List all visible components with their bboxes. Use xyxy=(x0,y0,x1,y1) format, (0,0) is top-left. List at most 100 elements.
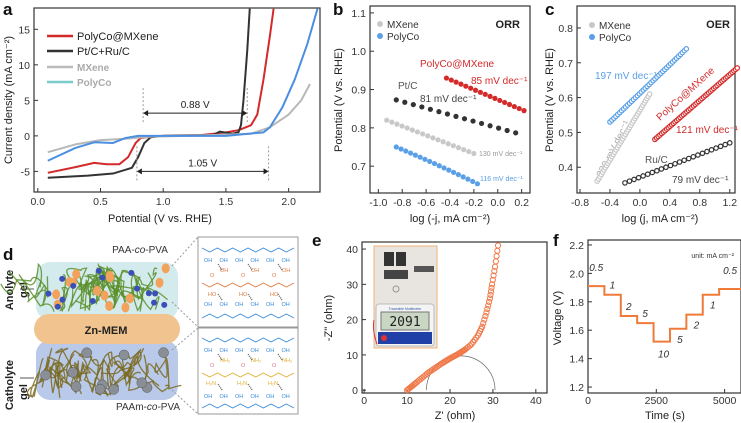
blue-ion xyxy=(152,290,159,297)
data-point-ru-c xyxy=(631,176,637,183)
panel-label-f: f xyxy=(553,231,559,250)
hydrogen-bond xyxy=(247,383,253,391)
data-point-polyco-mxene xyxy=(482,91,488,97)
multimeter-brand: Traceable Multimeter xyxy=(389,307,423,311)
data-point-ru-c xyxy=(681,157,687,164)
chem-label: HO xyxy=(239,292,248,298)
chem-label: OH xyxy=(282,268,290,274)
multimeter-display xyxy=(380,311,430,331)
data-point-mxene xyxy=(440,139,446,145)
data-point-pt-c xyxy=(496,125,502,131)
data-point xyxy=(485,302,492,309)
x-tick-label: 30 xyxy=(487,395,499,407)
chem-label: OH xyxy=(282,394,290,400)
tafel-slope-label: 79 mV dec⁻¹ xyxy=(672,175,729,186)
chart-title: OER xyxy=(706,19,730,31)
y-tick-label: 0.6 xyxy=(558,93,573,105)
y-tick-label: 1.6 xyxy=(569,325,584,337)
hydrogen-bond xyxy=(217,383,223,391)
plot-frame xyxy=(361,241,548,394)
data-point xyxy=(488,284,495,291)
chem-label: OH xyxy=(235,258,243,264)
data-point-ru-c xyxy=(722,141,729,148)
top-polymer-label: PAA-co-PVA xyxy=(112,245,168,256)
chem-label: OH xyxy=(282,258,290,264)
chem-label: H₂N xyxy=(206,381,216,387)
chem-label: OH xyxy=(204,348,212,354)
y-tick-label: 10 xyxy=(346,350,358,362)
data-point xyxy=(493,253,500,260)
y-tick-label: 0.8 xyxy=(558,23,573,35)
data-point-pt-c xyxy=(470,118,476,124)
gray-sphere xyxy=(136,377,148,388)
data-point-mxene xyxy=(646,91,653,97)
chem-label: OH xyxy=(235,394,243,400)
x-axis-label: log (-j, mA cm⁻²) xyxy=(410,213,490,225)
hydrogen-bond xyxy=(217,263,223,271)
legend-label: MXene xyxy=(599,21,631,32)
tafel-slope-label: 197 mV dec⁻¹ xyxy=(595,71,658,82)
inset-photo: Traceable Multimeter 2091 xyxy=(372,245,438,349)
polymer-backbone xyxy=(201,337,295,343)
x-tick-label: -0.6 xyxy=(417,197,435,209)
text-part: PAA- xyxy=(112,245,135,256)
current-density-label: 5 xyxy=(642,309,648,320)
y-tick-label: 40 xyxy=(346,244,358,256)
unit-note: unit: mA cm⁻² xyxy=(691,253,734,260)
catholyte-label: Catholyte xyxy=(4,360,16,410)
x-tick-label: -0.8 xyxy=(393,197,411,209)
anolyte-label: Anolyte xyxy=(4,270,16,310)
x-tick-label: 1.2 xyxy=(722,197,737,209)
data-point-ru-c xyxy=(704,148,710,155)
legend-label: Pt/C+Ru/C xyxy=(77,46,130,58)
data-point xyxy=(490,272,497,279)
zoom-connector xyxy=(171,236,199,267)
chem-label: OH xyxy=(251,348,259,354)
y-axis-label: -Z'' (ohm) xyxy=(323,295,335,341)
data-point-mxene xyxy=(466,148,472,155)
gray-sphere xyxy=(108,384,119,395)
y-tick-label: 30 xyxy=(346,279,358,291)
y-tick-label: 2.0 xyxy=(569,268,584,280)
chem-label: OH xyxy=(266,258,274,264)
x-tick-label: 1.0 xyxy=(156,196,171,208)
x-tick-label: -0.4 xyxy=(441,197,459,209)
x-tick-label: -1.0 xyxy=(369,197,387,209)
data-point-mxene xyxy=(399,123,405,129)
x-tick-label: 0 xyxy=(585,395,591,407)
data-point-polyco xyxy=(412,152,418,158)
gray-sphere xyxy=(67,367,78,378)
blue-ion xyxy=(145,290,152,297)
data-point-ru-c xyxy=(713,145,719,151)
chem-label: HO xyxy=(270,292,279,298)
catholyte-gel-label: gel xyxy=(18,384,30,400)
data-point-polyco xyxy=(455,171,461,178)
data-point xyxy=(491,268,498,275)
zn-mem-label: Zn-MEM xyxy=(85,325,128,337)
data-point-ru-c xyxy=(708,147,715,153)
data-point-pt-c xyxy=(453,113,459,119)
blue-ion xyxy=(151,299,158,306)
polymer-backbone xyxy=(201,313,295,319)
x-axis-label: Potential (V vs. RHE) xyxy=(108,213,212,225)
data-point xyxy=(483,309,490,316)
multimeter-reading: 2091 xyxy=(389,315,420,330)
chem-label: NH₂ xyxy=(251,358,261,364)
data-point-mxene xyxy=(409,127,415,133)
hydrogen-bond xyxy=(247,263,253,271)
y-tick-label: 2.2 xyxy=(569,240,584,252)
chem-label: OH xyxy=(220,268,228,274)
orange-particle xyxy=(161,263,170,274)
y-tick-label: 0.7 xyxy=(351,161,366,173)
data-point-polyco xyxy=(446,167,452,173)
chem-label: OH xyxy=(251,258,259,264)
data-point-ru-c xyxy=(654,167,660,174)
data-point-polyco xyxy=(422,156,428,162)
y-tick-label: 0.9 xyxy=(351,85,366,97)
x-axis-label: Time (s) xyxy=(645,410,685,422)
y-tick-label: 0.7 xyxy=(558,58,573,70)
data-point-mxene xyxy=(420,131,426,137)
data-point xyxy=(494,242,502,249)
chem-label: NH₂ xyxy=(220,358,230,364)
